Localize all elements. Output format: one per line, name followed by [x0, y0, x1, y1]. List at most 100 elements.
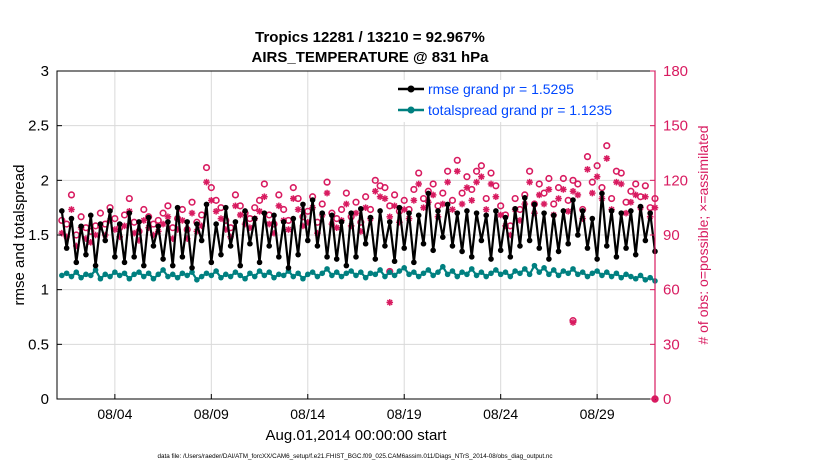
obs-possible-marker — [280, 205, 288, 214]
rmse-point — [435, 208, 441, 214]
spread-point — [131, 271, 137, 278]
obs-possible-marker — [352, 198, 360, 206]
obs-assimilated-marker — [526, 178, 533, 186]
y-tick-label-right: 90 — [663, 227, 680, 244]
rmse-point — [603, 243, 610, 249]
rmse-point — [512, 205, 518, 212]
rmse-point — [377, 208, 383, 214]
spread-point — [280, 272, 287, 279]
obs-possible-marker — [550, 200, 558, 208]
spread-point — [237, 272, 244, 279]
obs-assimilated-marker — [593, 173, 601, 180]
spread-point — [107, 273, 113, 280]
spread-point — [309, 269, 316, 275]
rmse-point — [126, 210, 133, 216]
rmse-point — [478, 237, 485, 244]
rmse-point — [555, 248, 562, 255]
obs-possible-marker — [255, 196, 264, 204]
spread-point — [521, 266, 528, 272]
obs-assimilated-marker — [535, 191, 543, 199]
obs-assimilated-marker — [444, 178, 451, 186]
legend-box — [392, 80, 644, 122]
obs-assimilated-marker — [540, 200, 548, 208]
rmse-point — [83, 251, 89, 258]
spread-point — [126, 275, 133, 282]
obs-possible-marker — [260, 180, 268, 188]
rmse-point — [608, 208, 615, 214]
rmse-point — [459, 248, 465, 255]
obs-possible-marker — [574, 180, 582, 188]
rmse-point — [295, 251, 301, 258]
spread-point — [589, 270, 596, 277]
rmse-point — [647, 210, 653, 216]
spread-point — [194, 277, 200, 283]
obs-possible-marker — [603, 142, 611, 150]
rmse-point — [208, 259, 215, 266]
spread-point — [531, 262, 538, 269]
obs-possible-marker — [588, 178, 596, 186]
spread-point — [391, 272, 398, 279]
rmse-point — [338, 219, 345, 225]
rmse-point — [324, 254, 330, 260]
rmse-point — [150, 243, 157, 249]
spread-point — [116, 272, 123, 279]
rmse-point — [179, 254, 186, 260]
spread-point — [261, 272, 268, 279]
obs-assimilated-marker — [569, 187, 577, 195]
rmse-point — [169, 262, 176, 269]
legend-rmse-marker — [407, 85, 415, 93]
spread-point — [493, 267, 499, 273]
obs-assimilated-marker — [453, 167, 461, 175]
obs-possible-marker — [202, 163, 211, 172]
spread-point — [444, 271, 451, 278]
spread-point — [377, 267, 383, 273]
rmse-point — [632, 251, 639, 258]
spread-point — [623, 271, 629, 278]
obs-possible-marker — [617, 169, 625, 177]
spread-point — [256, 268, 263, 274]
spread-point — [87, 272, 94, 279]
x-tick-label: 08/09 — [194, 406, 229, 422]
spread-point — [73, 269, 80, 275]
obs-assimilated-marker — [560, 186, 567, 193]
obs-assimilated-marker — [468, 197, 476, 204]
obs-assimilated-marker — [617, 180, 625, 188]
rmse-point — [227, 243, 234, 249]
obs-assimilated-marker — [217, 215, 225, 222]
spread-point — [497, 271, 504, 278]
spread-point — [179, 270, 186, 277]
obs-assimilated-marker — [632, 191, 640, 199]
rmse-point — [261, 210, 268, 216]
rmse-point — [63, 245, 70, 251]
obs-possible-marker — [251, 204, 259, 212]
rmse-point — [73, 259, 80, 266]
spread-layer — [59, 262, 658, 284]
obs-possible-marker — [381, 184, 389, 192]
obs-assimilated-marker — [333, 224, 341, 232]
spread-point — [584, 273, 591, 280]
y-tick-label-right: 0 — [663, 391, 671, 408]
rmse-point — [343, 262, 350, 269]
rmse-point — [102, 237, 109, 244]
rmse-point — [444, 201, 451, 208]
rmse-point — [213, 221, 219, 227]
obs-assimilated-marker — [212, 208, 220, 215]
spread-point — [251, 273, 258, 280]
spread-point — [647, 274, 653, 281]
obs-possible-marker — [569, 176, 577, 184]
obs-possible-marker — [164, 202, 172, 210]
obs-possible-marker — [429, 180, 437, 188]
spread-point — [203, 270, 210, 277]
spread-point — [372, 271, 379, 278]
rmse-point — [304, 237, 311, 244]
obs-assimilated-marker — [574, 191, 582, 199]
rmse-point — [642, 237, 649, 244]
rmse-point — [333, 256, 340, 262]
rmse-point — [401, 245, 408, 251]
obs-possible-marker — [231, 191, 240, 199]
rmse-point — [440, 234, 446, 240]
obs-possible-marker — [410, 185, 418, 194]
obs-assimilated-marker — [236, 211, 244, 219]
spread-point — [222, 271, 229, 278]
obs-possible-marker — [371, 176, 379, 184]
